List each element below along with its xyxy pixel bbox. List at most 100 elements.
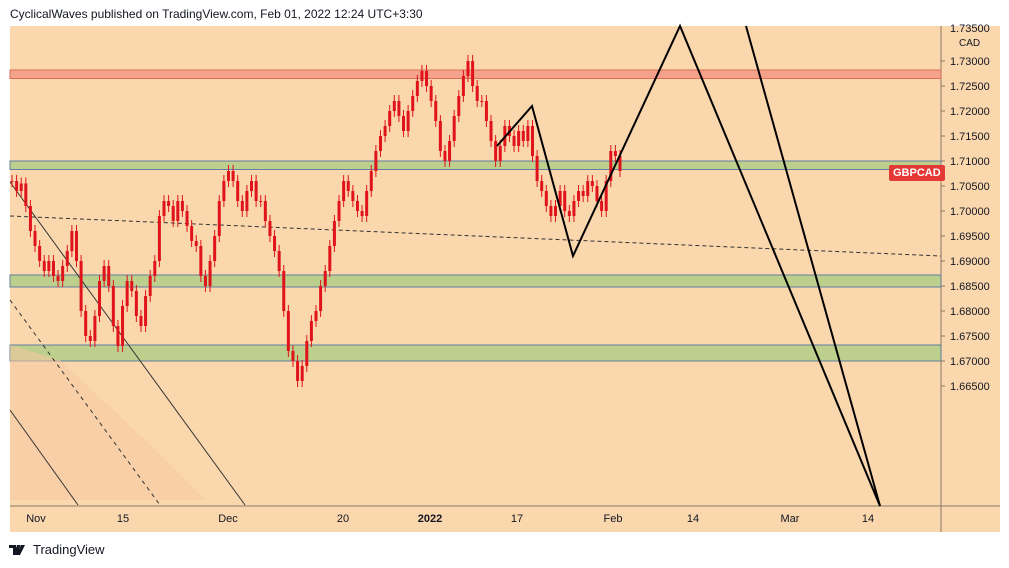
candle-body — [328, 246, 332, 271]
candle-body — [346, 181, 350, 191]
candle-body — [217, 201, 221, 236]
time-tick-label: 14 — [687, 513, 699, 525]
candle-body — [38, 246, 42, 261]
candle-body — [521, 131, 525, 141]
candle-body — [199, 246, 203, 276]
candle-body — [125, 281, 129, 306]
candle-body — [319, 286, 323, 311]
candle-body — [420, 71, 424, 81]
candle-body — [429, 86, 433, 101]
candle-body — [415, 81, 419, 96]
time-tick-label: 14 — [862, 513, 874, 525]
candle-body — [296, 361, 300, 381]
candle-body — [369, 171, 373, 191]
candle-body — [28, 206, 32, 231]
tradingview-logo-icon — [9, 543, 29, 557]
price-tick-label: 1.66500 — [950, 381, 990, 393]
channel-lower-line — [9, 409, 79, 506]
candle-body — [595, 186, 599, 201]
candle-body — [157, 216, 161, 261]
candle-body — [79, 261, 83, 311]
candle-body — [24, 183, 28, 206]
candle-body — [130, 281, 134, 291]
candle-body — [51, 261, 55, 276]
candle-body — [111, 286, 115, 326]
candle-body — [250, 181, 254, 191]
candle-body — [42, 261, 46, 271]
footer-branding[interactable]: TradingView — [9, 542, 105, 557]
candle-body — [494, 141, 498, 161]
price-tick-label: 1.71500 — [950, 131, 990, 143]
time-axis-background — [10, 506, 1000, 532]
candle-body — [392, 101, 396, 111]
time-tick-label: Nov — [26, 513, 46, 525]
candle-body — [98, 281, 102, 316]
time-tick-label: Dec — [218, 513, 238, 525]
plot-area — [10, 26, 941, 506]
zone-support-2 — [9, 344, 942, 362]
candle-body — [65, 251, 69, 266]
candle-body — [240, 201, 244, 211]
price-tick-label: 1.67000 — [950, 356, 990, 368]
candle-body — [471, 61, 475, 86]
price-axis-background — [941, 26, 1000, 506]
candle-body — [171, 206, 175, 221]
candle-body — [586, 181, 590, 196]
projection-decline-line — [745, 25, 881, 507]
candle-body — [397, 101, 401, 116]
candle-body — [351, 191, 355, 201]
zone-resistance — [9, 69, 942, 79]
candle-body — [185, 211, 189, 226]
candle-body — [19, 183, 23, 191]
candle-body — [176, 201, 180, 221]
candle-body — [167, 201, 171, 206]
candle-body — [70, 231, 74, 251]
candle-body — [61, 266, 65, 281]
candle-body — [102, 266, 106, 281]
time-tick-label: 20 — [337, 513, 349, 525]
candle-body — [461, 76, 465, 96]
candle-body — [411, 96, 415, 111]
candle-body — [406, 111, 410, 131]
candle-body — [512, 136, 516, 146]
candle-body — [15, 181, 19, 191]
candle-body — [489, 121, 493, 141]
candle-body — [457, 96, 461, 116]
candle-body — [208, 261, 212, 286]
candles-layer — [10, 55, 622, 387]
projection-path-layer — [496, 23, 881, 507]
candle-body — [337, 201, 341, 221]
candle-body — [222, 181, 226, 201]
plot-background — [10, 26, 1000, 532]
price-axis[interactable]: 1.73000 1.72500 1.72000 1.71500 1.71000 1.705… — [941, 23, 990, 393]
candle-body — [549, 206, 553, 216]
candle-body — [56, 276, 60, 281]
candle-body — [383, 126, 387, 136]
candle-body — [277, 251, 281, 271]
candle-body — [259, 201, 263, 202]
candle-body — [231, 171, 235, 181]
candle-body — [475, 86, 479, 101]
candle-body — [535, 156, 539, 181]
candle-body — [448, 141, 452, 161]
publisher-header: CyclicalWaves published on TradingView.c… — [10, 7, 423, 21]
candle-body — [236, 181, 240, 201]
price-tick-label: 1.67500 — [950, 331, 990, 343]
candle-body — [480, 101, 484, 102]
candle-body — [194, 241, 198, 246]
candle-body — [355, 201, 359, 211]
candle-body — [286, 311, 290, 351]
candle-body — [291, 351, 295, 361]
candle-body — [121, 306, 125, 346]
price-tick-label: 1.73000 — [950, 56, 990, 68]
candle-body — [360, 211, 364, 216]
projection-path-line — [496, 23, 881, 507]
dashed-trendline-layer — [9, 215, 942, 257]
price-tick-label: 1.68000 — [950, 306, 990, 318]
price-tick-label: 1.71000 — [950, 156, 990, 168]
candle-body — [305, 341, 309, 366]
candle-body — [314, 311, 318, 321]
time-axis[interactable]: Nov 15 Dec 20 2022 17 Feb 14 Mar 14 — [26, 513, 874, 525]
candle-body — [581, 191, 585, 196]
